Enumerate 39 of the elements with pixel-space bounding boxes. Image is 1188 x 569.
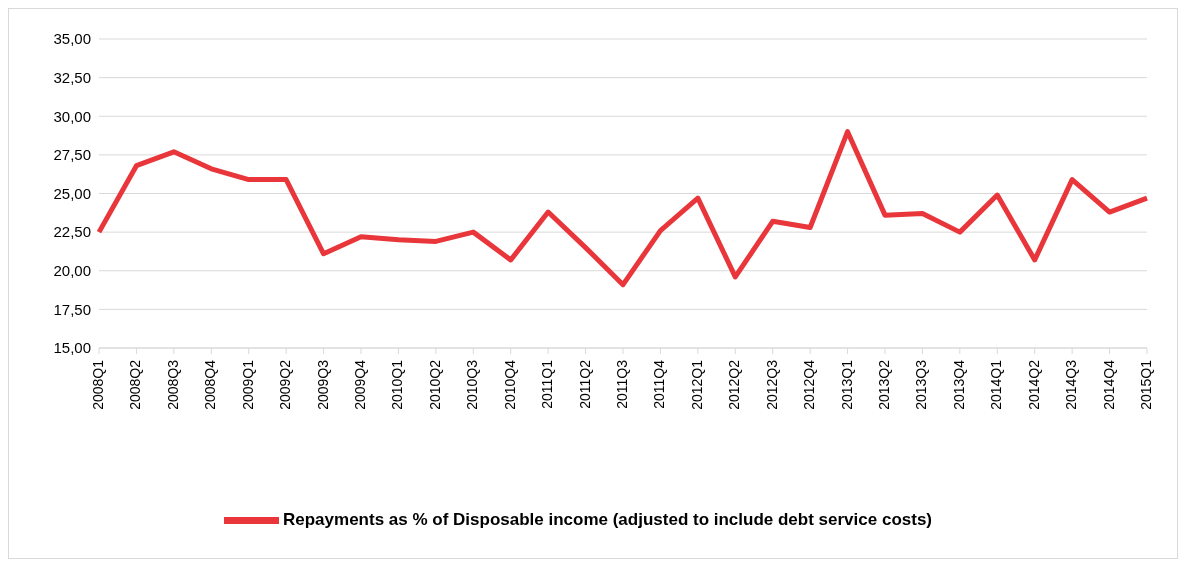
x-tick-label: 2013Q2 [875, 359, 892, 410]
y-tick-label: 22,50 [53, 223, 91, 241]
x-tick-label: 2009Q2 [277, 359, 294, 410]
y-tick-label: 20,00 [53, 262, 91, 280]
x-tick-label: 2011Q4 [651, 359, 668, 409]
x-tick-label: 2014Q2 [1025, 359, 1042, 410]
x-tick-label: 2008Q3 [164, 359, 181, 410]
x-tick-label: 2011Q3 [613, 359, 630, 409]
x-tick-label: 2013Q3 [913, 359, 930, 410]
y-tick-label: 27,50 [53, 146, 91, 164]
y-tick-label: 17,50 [53, 300, 91, 318]
y-tick-label: 15,00 [53, 339, 91, 357]
x-tick-label: 2009Q4 [351, 359, 368, 410]
legend-label: Repayments as % of Disposable income (adjusted to include debt service costs) [282, 509, 932, 529]
x-tick-label: 2011Q2 [576, 359, 593, 409]
y-tick-label: 35,00 [53, 30, 91, 48]
x-tick-label: 2008Q2 [127, 359, 144, 410]
x-tick-label: 2011Q1 [539, 359, 556, 409]
x-tick-label: 2009Q1 [239, 359, 256, 410]
y-tick-label: 25,00 [53, 184, 91, 202]
x-tick-label: 2012Q2 [726, 359, 743, 410]
x-tick-label: 2013Q1 [838, 359, 855, 410]
x-tick-label: 2008Q1 [89, 359, 106, 410]
x-tick-label: 2010Q3 [464, 359, 481, 410]
x-tick-label: 2008Q4 [202, 359, 219, 410]
x-tick-label: 2014Q4 [1100, 359, 1117, 410]
x-tick-label: 2012Q1 [688, 359, 705, 410]
x-tick-label: 2012Q3 [763, 359, 780, 410]
x-tick-label: 2010Q1 [389, 359, 406, 410]
y-tick-label: 32,50 [53, 68, 91, 86]
x-tick-label: 2012Q4 [801, 359, 818, 410]
x-tick-label: 2009Q3 [314, 359, 331, 410]
x-tick-label: 2010Q4 [501, 359, 518, 410]
x-tick-label: 2013Q4 [950, 359, 967, 410]
x-tick-label: 2014Q3 [1063, 359, 1080, 410]
x-tick-label: 2014Q1 [988, 359, 1005, 410]
x-tick-label: 2015Q1 [1137, 359, 1154, 410]
x-tick-label: 2010Q2 [426, 359, 443, 410]
y-tick-label: 30,00 [53, 107, 91, 125]
